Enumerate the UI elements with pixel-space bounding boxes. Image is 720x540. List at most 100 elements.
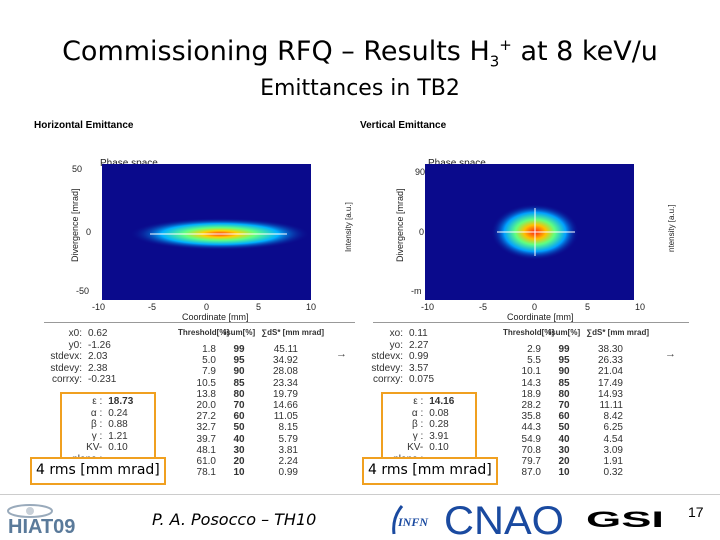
table-row: 18.9 80 14.93 [521,388,623,400]
phase-space-title: Phase space [428,158,486,169]
twiss-value: 0.24 [108,407,128,419]
table-row: 87.0 10 0.32 [521,467,623,479]
y-tick: 0 [86,227,92,237]
x-tick: 0 [204,302,210,312]
y-axis-label: Divergence [mrad] [395,188,405,262]
table-row: 2.9 99 38.30 [527,344,623,355]
table-row: 20.0 70 14.66 [196,400,298,412]
threshold-table: Threshold[%] Isum[%] ∑dS* [mm mrad] 2.9 9… [503,328,649,478]
stat-key: xo: [389,328,403,339]
x-tick: 10 [306,302,317,312]
infn-logo-text: INFN [397,515,429,529]
table-row: 54.9 40 4.54 [521,433,623,445]
table-row: 10.1 90 21.04 [521,366,623,378]
y-tick: -50 [76,286,90,296]
panel-label: Vertical Emittance [360,120,447,131]
table-row: 14.3 85 17.49 [521,377,623,389]
author-credit: P. A. Posocco – TH10 [152,510,317,529]
x-tick: 0 [532,302,538,312]
table-row: 10.5 85 23.34 [196,377,298,389]
column-header: Isum[%] [224,328,256,337]
x-tick: 10 [635,302,646,312]
y-tick: -m [411,286,422,296]
arrow-icon: → [336,348,347,360]
stat-value: 3.57 [409,362,429,374]
stat-value: 2.38 [88,362,108,374]
intensity-label: ntensity [a.u.] [667,204,676,252]
slide-title: Commissioning RFQ – Results H3+ at 8 keV… [62,36,658,71]
slide-subtitle: Emittances in TB2 [260,76,460,101]
gsi-logo-text: GSI [586,507,664,532]
column-header: Threshold[%] [503,328,555,337]
x-tick: -10 [421,302,435,312]
table-row: 78.1 10 0.99 [196,467,298,479]
column-header: Isum[%] [549,328,581,337]
table-row: 13.8 80 19.79 [196,388,298,400]
y-tick: 0 [419,227,425,237]
table-row: 70.8 30 3.09 [521,444,623,456]
stat-key: y0: [68,339,82,351]
threshold-table: Threshold[%] Isum[%] ∑dS* [mm mrad] 1.8 9… [178,328,324,478]
rms-callout: 4 rms [mm mrad] [362,457,498,485]
infn-logo: INFN [392,505,429,535]
twiss-key: ε : [413,396,424,407]
table-row: 61.0 20 2.24 [196,456,298,468]
twiss-key: β : [90,419,103,430]
stat-key: corrxy: [373,374,403,385]
column-header: ∑dS* [mm mrad] [586,328,649,337]
table-row: 28.2 70 11.11 [521,400,623,412]
stat-value: -0.231 [88,374,117,385]
table-row: 48.1 30 3.81 [196,444,298,456]
phase-space-plot [102,164,311,300]
emittance-value: 18.73 [108,396,134,407]
stat-key: stdevx: [50,351,82,362]
x-tick: -5 [479,302,488,312]
table-row: 5.5 95 26.33 [527,355,623,367]
x-tick: 5 [256,302,262,312]
beam-distribution [491,204,579,260]
arrow-icon: → [665,348,676,360]
hiat-logo: HIAT09 [4,499,100,537]
column-header: Threshold[%] [178,328,230,337]
stat-key: x0: [68,328,82,339]
divider [373,322,689,323]
panel-label: Horizontal Emittance [34,120,134,131]
gsi-logo: GSI [584,507,668,532]
table-row: 7.9 90 28.08 [202,366,298,378]
x-tick: 5 [585,302,591,312]
table-row: 27.2 60 11.05 [196,411,298,423]
column-header: ∑dS* [mm mrad] [261,328,324,337]
y-tick: 90 [415,167,426,177]
divider [44,322,364,323]
twiss-key: γ : [412,430,424,442]
intensity-label: Intensity [a.u.] [344,202,353,252]
twiss-value: 0.08 [429,407,449,419]
y-axis-label: Divergence [mrad] [70,188,80,262]
twiss-key: γ : [91,430,103,442]
twiss-key: α : [411,407,424,419]
twiss-key: α : [90,407,103,419]
table-row: 32.7 50 8.15 [196,422,298,434]
hiat-logo-text: HIAT09 [8,516,75,537]
horizontal-emittance-panel: Horizontal Emittance Phase space 5 0 0 -5… [30,112,368,484]
stat-value: -1.26 [88,339,111,351]
stat-value: 0.11 [409,328,428,339]
table-row: 35.8 60 8.42 [521,411,623,423]
page-number: 17 [688,504,704,520]
twiss-value: 0.28 [429,419,449,430]
table-row: 5.0 95 34.92 [202,355,298,367]
phase-space-title: Phase space [100,158,158,169]
stat-key: stdevy: [50,362,82,374]
rms-callout: 4 rms [mm mrad] [30,457,166,485]
twiss-value: 1.21 [108,430,128,442]
emittance-value: 14.16 [429,396,455,407]
twiss-value: 3.91 [429,430,449,442]
table-row: 79.7 20 1.91 [521,456,623,468]
footer-divider [0,494,720,495]
cnao-logo: CNAO [444,499,564,538]
twiss-key: ε : [92,396,103,407]
x-tick: -5 [148,302,157,312]
stat-value: 2.03 [88,351,108,362]
phase-space-plot [425,164,634,300]
x-tick: -10 [92,302,106,312]
